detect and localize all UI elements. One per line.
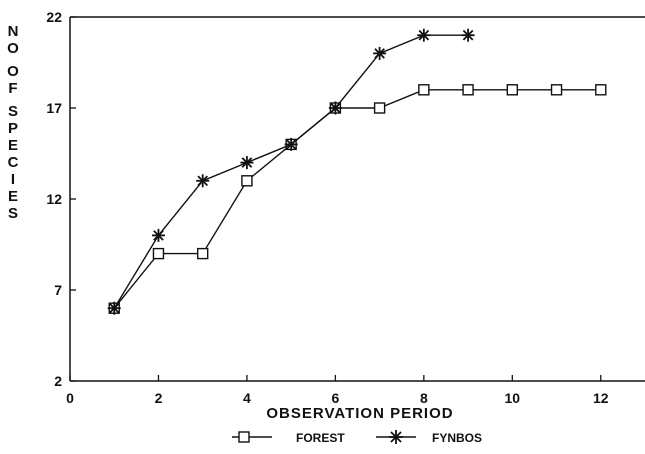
asterisk-stroke [241, 157, 253, 168]
asterisk-stroke [285, 139, 297, 150]
square-marker [462, 84, 474, 96]
axes [69, 16, 645, 382]
y-tick-label: 2 [54, 373, 62, 389]
square-marker [373, 102, 386, 114]
asterisk-marker [389, 430, 403, 444]
y-axis-label-char: S [8, 103, 18, 120]
asterisk-stroke [390, 431, 402, 443]
asterisk-stroke [197, 175, 209, 187]
y-axis-label-char: O [7, 40, 19, 57]
series-line [113, 89, 601, 309]
asterisk-marker [196, 174, 210, 188]
x-tick-label: 6 [331, 390, 339, 406]
square-marker [506, 84, 519, 96]
asterisk-stroke [462, 29, 474, 41]
series-fynbos [107, 28, 475, 315]
asterisk-marker [107, 301, 121, 315]
square-marker [418, 84, 430, 96]
asterisk-marker [240, 156, 254, 170]
legend-label: FYNBOS [432, 431, 482, 445]
x-tick-label: 2 [155, 390, 163, 406]
asterisk-marker [373, 46, 387, 60]
y-axis-label-char: N [8, 23, 19, 40]
asterisk-stroke [374, 48, 385, 59]
y-axis-label-char: F [8, 80, 17, 97]
square-marker [238, 431, 250, 443]
x-axis-label: OBSERVATION PERIOD [266, 405, 453, 422]
series-line [113, 34, 469, 309]
y-axis-label-char: E [8, 188, 18, 205]
plot-area [107, 28, 607, 315]
square-marker [196, 247, 209, 260]
asterisk-stroke [153, 230, 164, 241]
x-tick-label: 0 [66, 390, 74, 406]
legend-label: FOREST [296, 431, 345, 445]
y-axis-label-char: I [11, 171, 15, 188]
y-axis-label-char: O [7, 63, 19, 80]
y-axis-label-char: P [8, 120, 18, 137]
asterisk-marker [417, 28, 431, 42]
asterisk-stroke [330, 102, 341, 114]
x-tick-label: 8 [420, 390, 428, 406]
square-marker [152, 247, 165, 260]
y-tick-label: 22 [46, 9, 62, 25]
y-axis-label-char: E [8, 137, 18, 154]
y-tick-label: 7 [54, 282, 62, 298]
y-tick-label: 12 [46, 191, 62, 207]
x-tick-label: 4 [243, 390, 251, 406]
series-forest [108, 84, 607, 314]
square-marker [241, 175, 253, 187]
legend-item-fynbos: FYNBOS [376, 430, 482, 445]
y-axis-label-char: S [8, 205, 18, 222]
x-tick-label: 12 [593, 390, 609, 406]
asterisk-marker [284, 137, 298, 151]
legend-item-forest: FOREST [232, 431, 345, 445]
x-tick-label: 10 [505, 390, 521, 406]
asterisk-stroke [418, 29, 430, 41]
y-axis-label-char: C [8, 154, 19, 171]
square-marker [595, 84, 607, 96]
y-tick-label: 17 [46, 100, 62, 116]
asterisk-stroke [108, 302, 120, 314]
asterisk-marker [151, 228, 165, 242]
legend: FOREST FYNBOS [232, 430, 482, 445]
asterisk-marker [328, 101, 342, 115]
asterisk-marker [461, 28, 475, 42]
square-marker [550, 84, 563, 96]
